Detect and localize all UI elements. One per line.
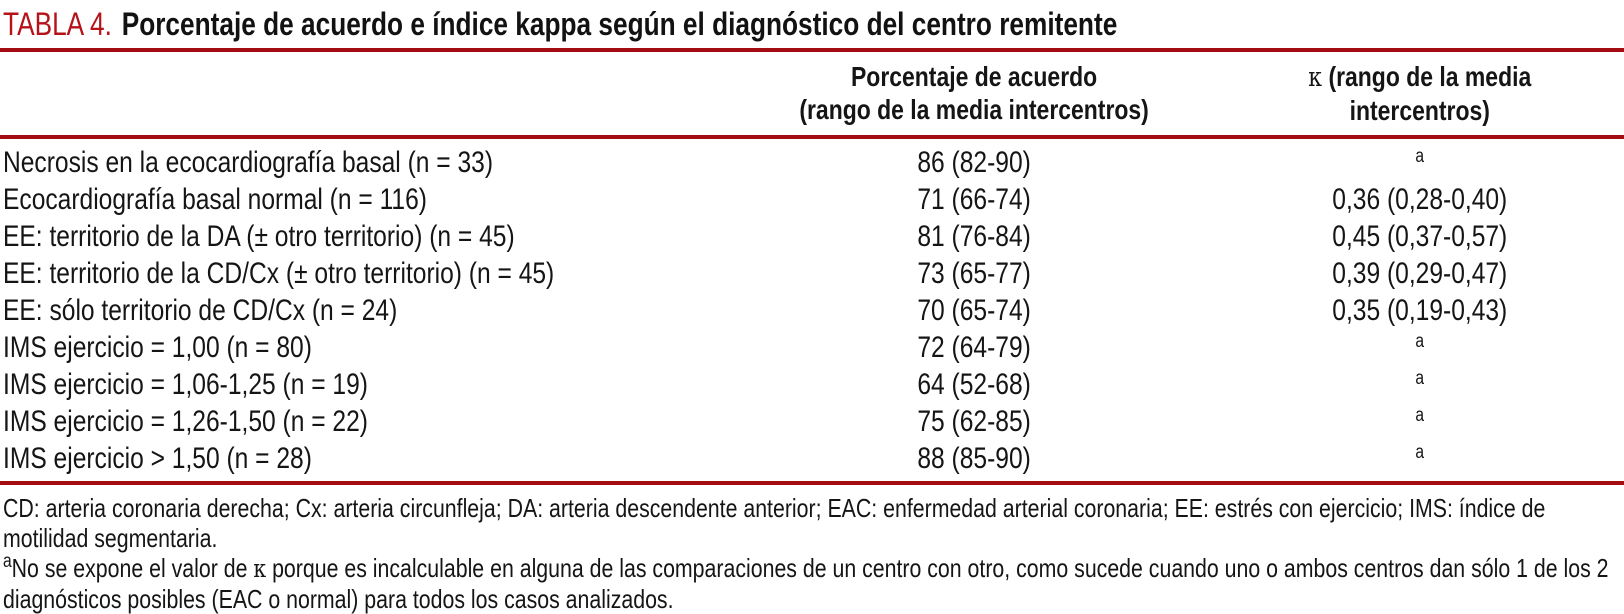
kappa-footnote-marker: a [1415,331,1425,352]
footer-rule [0,481,1624,485]
table-row: Ecocardiografía basal normal (n = 116) 7… [0,181,1624,218]
data-table-body: Necrosis en la ecocardiografía basal (n … [0,139,1624,481]
table-title-text: Porcentaje de acuerdo e índice kappa seg… [121,6,1118,42]
header-diagnosis-column [0,52,698,135]
footnote-a: aNo se expone el valor de κ porque es in… [3,551,1609,614]
acuerdo-value: 64 (52-68) [917,368,1032,401]
row-label: IMS ejercicio = 1,26-1,50 (n = 22) [3,405,368,438]
footnotes: CD: arteria coronaria derecha; Cx: arter… [0,493,1624,614]
header-acuerdo-column: Porcentaje de acuerdo (rango de la media… [799,61,1150,125]
row-label: Ecocardiografía basal normal (n = 116) [3,183,427,216]
row-label: EE: sólo territorio de CD/Cx (n = 24) [3,294,398,327]
kappa-footnote-marker: a [1415,405,1425,426]
row-label: EE: territorio de la DA (± otro territor… [3,220,515,253]
kappa-value: 0,35 (0,19-0,43) [1332,294,1508,327]
footnote-abbreviations: CD: arteria coronaria derecha; Cx: arter… [3,493,1546,553]
table-row: EE: territorio de la DA (± otro territor… [0,218,1624,255]
acuerdo-value: 71 (66-74) [917,183,1032,216]
header-rule [0,135,1624,139]
row-label: IMS ejercicio = 1,06-1,25 (n = 19) [3,368,368,401]
table-row: IMS ejercicio = 1,00 (n = 80) 72 (64-79)… [0,329,1624,366]
acuerdo-value: 72 (64-79) [917,331,1032,364]
row-label: IMS ejercicio = 1,00 (n = 80) [3,331,312,364]
kappa-footnote-marker: a [1415,146,1425,167]
table-row: IMS ejercicio = 1,26-1,50 (n = 22) 75 (6… [0,403,1624,440]
kappa-value: 0,39 (0,29-0,47) [1332,257,1508,290]
header-kappa-column: κ (rango de la media intercentros) [1308,61,1532,126]
footnote-a-marker: a [3,551,12,572]
kappa-value: 0,36 (0,28-0,40) [1332,183,1508,216]
kappa-symbol: κ [253,554,267,583]
title-rule [0,48,1624,52]
acuerdo-value: 70 (65-74) [917,294,1032,327]
table-row: Necrosis en la ecocardiografía basal (n … [0,139,1624,181]
acuerdo-value: 86 (82-90) [917,146,1032,179]
row-label: IMS ejercicio > 1,50 (n = 28) [3,442,312,475]
data-table: Porcentaje de acuerdo (rango de la media… [0,52,1624,135]
kappa-symbol: κ [1308,62,1323,93]
table-row: EE: sólo territorio de CD/Cx (n = 24) 70… [0,292,1624,329]
kappa-footnote-marker: a [1415,368,1425,389]
row-label: Necrosis en la ecocardiografía basal (n … [3,146,494,179]
page-title: TABLA 4. Porcentaje de acuerdo e índice k… [0,0,1624,48]
table-header: Porcentaje de acuerdo (rango de la media… [0,52,1624,135]
table-row: IMS ejercicio > 1,50 (n = 28) 88 (85-90)… [0,440,1624,481]
table-row: IMS ejercicio = 1,06-1,25 (n = 19) 64 (5… [0,366,1624,403]
kappa-value: 0,45 (0,37-0,57) [1332,220,1508,253]
acuerdo-value: 75 (62-85) [917,405,1032,438]
table-number-label: TABLA 4. [3,6,112,42]
kappa-footnote-marker: a [1415,442,1425,463]
row-label: EE: territorio de la CD/Cx (± otro terri… [3,257,555,290]
table-row: EE: territorio de la CD/Cx (± otro terri… [0,255,1624,292]
acuerdo-value: 88 (85-90) [917,442,1032,475]
acuerdo-value: 81 (76-84) [917,220,1032,253]
acuerdo-value: 73 (65-77) [917,257,1032,290]
